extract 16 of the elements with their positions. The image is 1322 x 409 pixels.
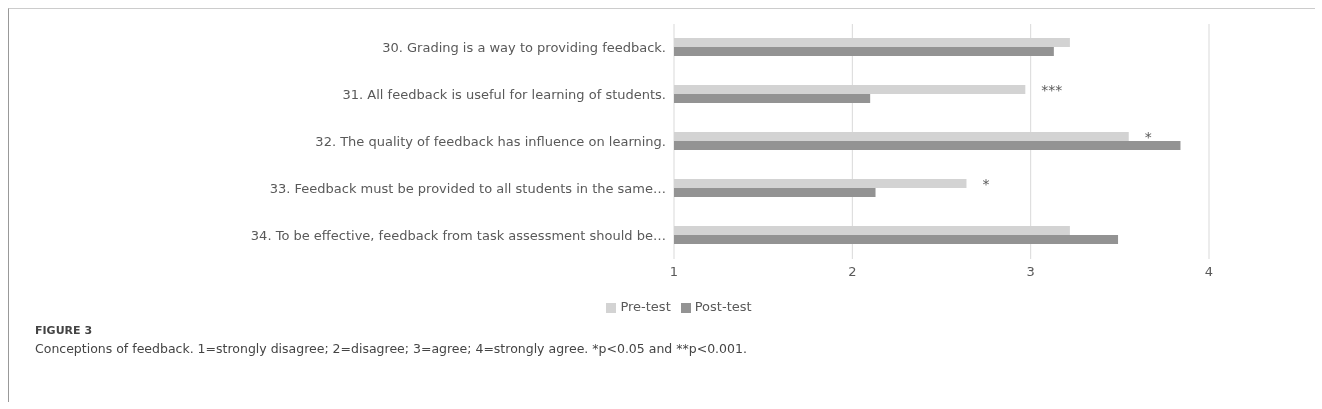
annotation: * xyxy=(1144,129,1152,146)
y-tick-label: 30. Grading is a way to providing feedback. xyxy=(382,40,666,56)
annotation: * xyxy=(982,176,990,193)
y-tick-label: 32. The quality of feedback has influence on learning. xyxy=(315,134,666,150)
text: Conceptions of feedback. 1=strongly disagree; 2=disagree; 3=agree; 4=strongly agree. *p<0.05 and **p<0.001. xyxy=(35,341,748,356)
annotation: *** xyxy=(1041,82,1063,99)
y-tick-label: 34. To be effective, feedback from task assessment should be… xyxy=(250,228,666,244)
y-tick-label: 31. All feedback is useful for learning of students. xyxy=(342,87,666,103)
x-tick-label: 3 xyxy=(1026,264,1035,280)
x-tick-label: 1 xyxy=(669,264,679,280)
x-tick-label: 4 xyxy=(1204,264,1214,280)
legend-label: Post-test xyxy=(694,299,752,314)
x-tick-label: 2 xyxy=(848,264,857,280)
y-tick-label: 33. Feedback must be provided to all students in the same… xyxy=(269,181,666,197)
text: FIGURE 3 xyxy=(35,324,94,337)
legend-label: Pre-test xyxy=(620,299,671,314)
